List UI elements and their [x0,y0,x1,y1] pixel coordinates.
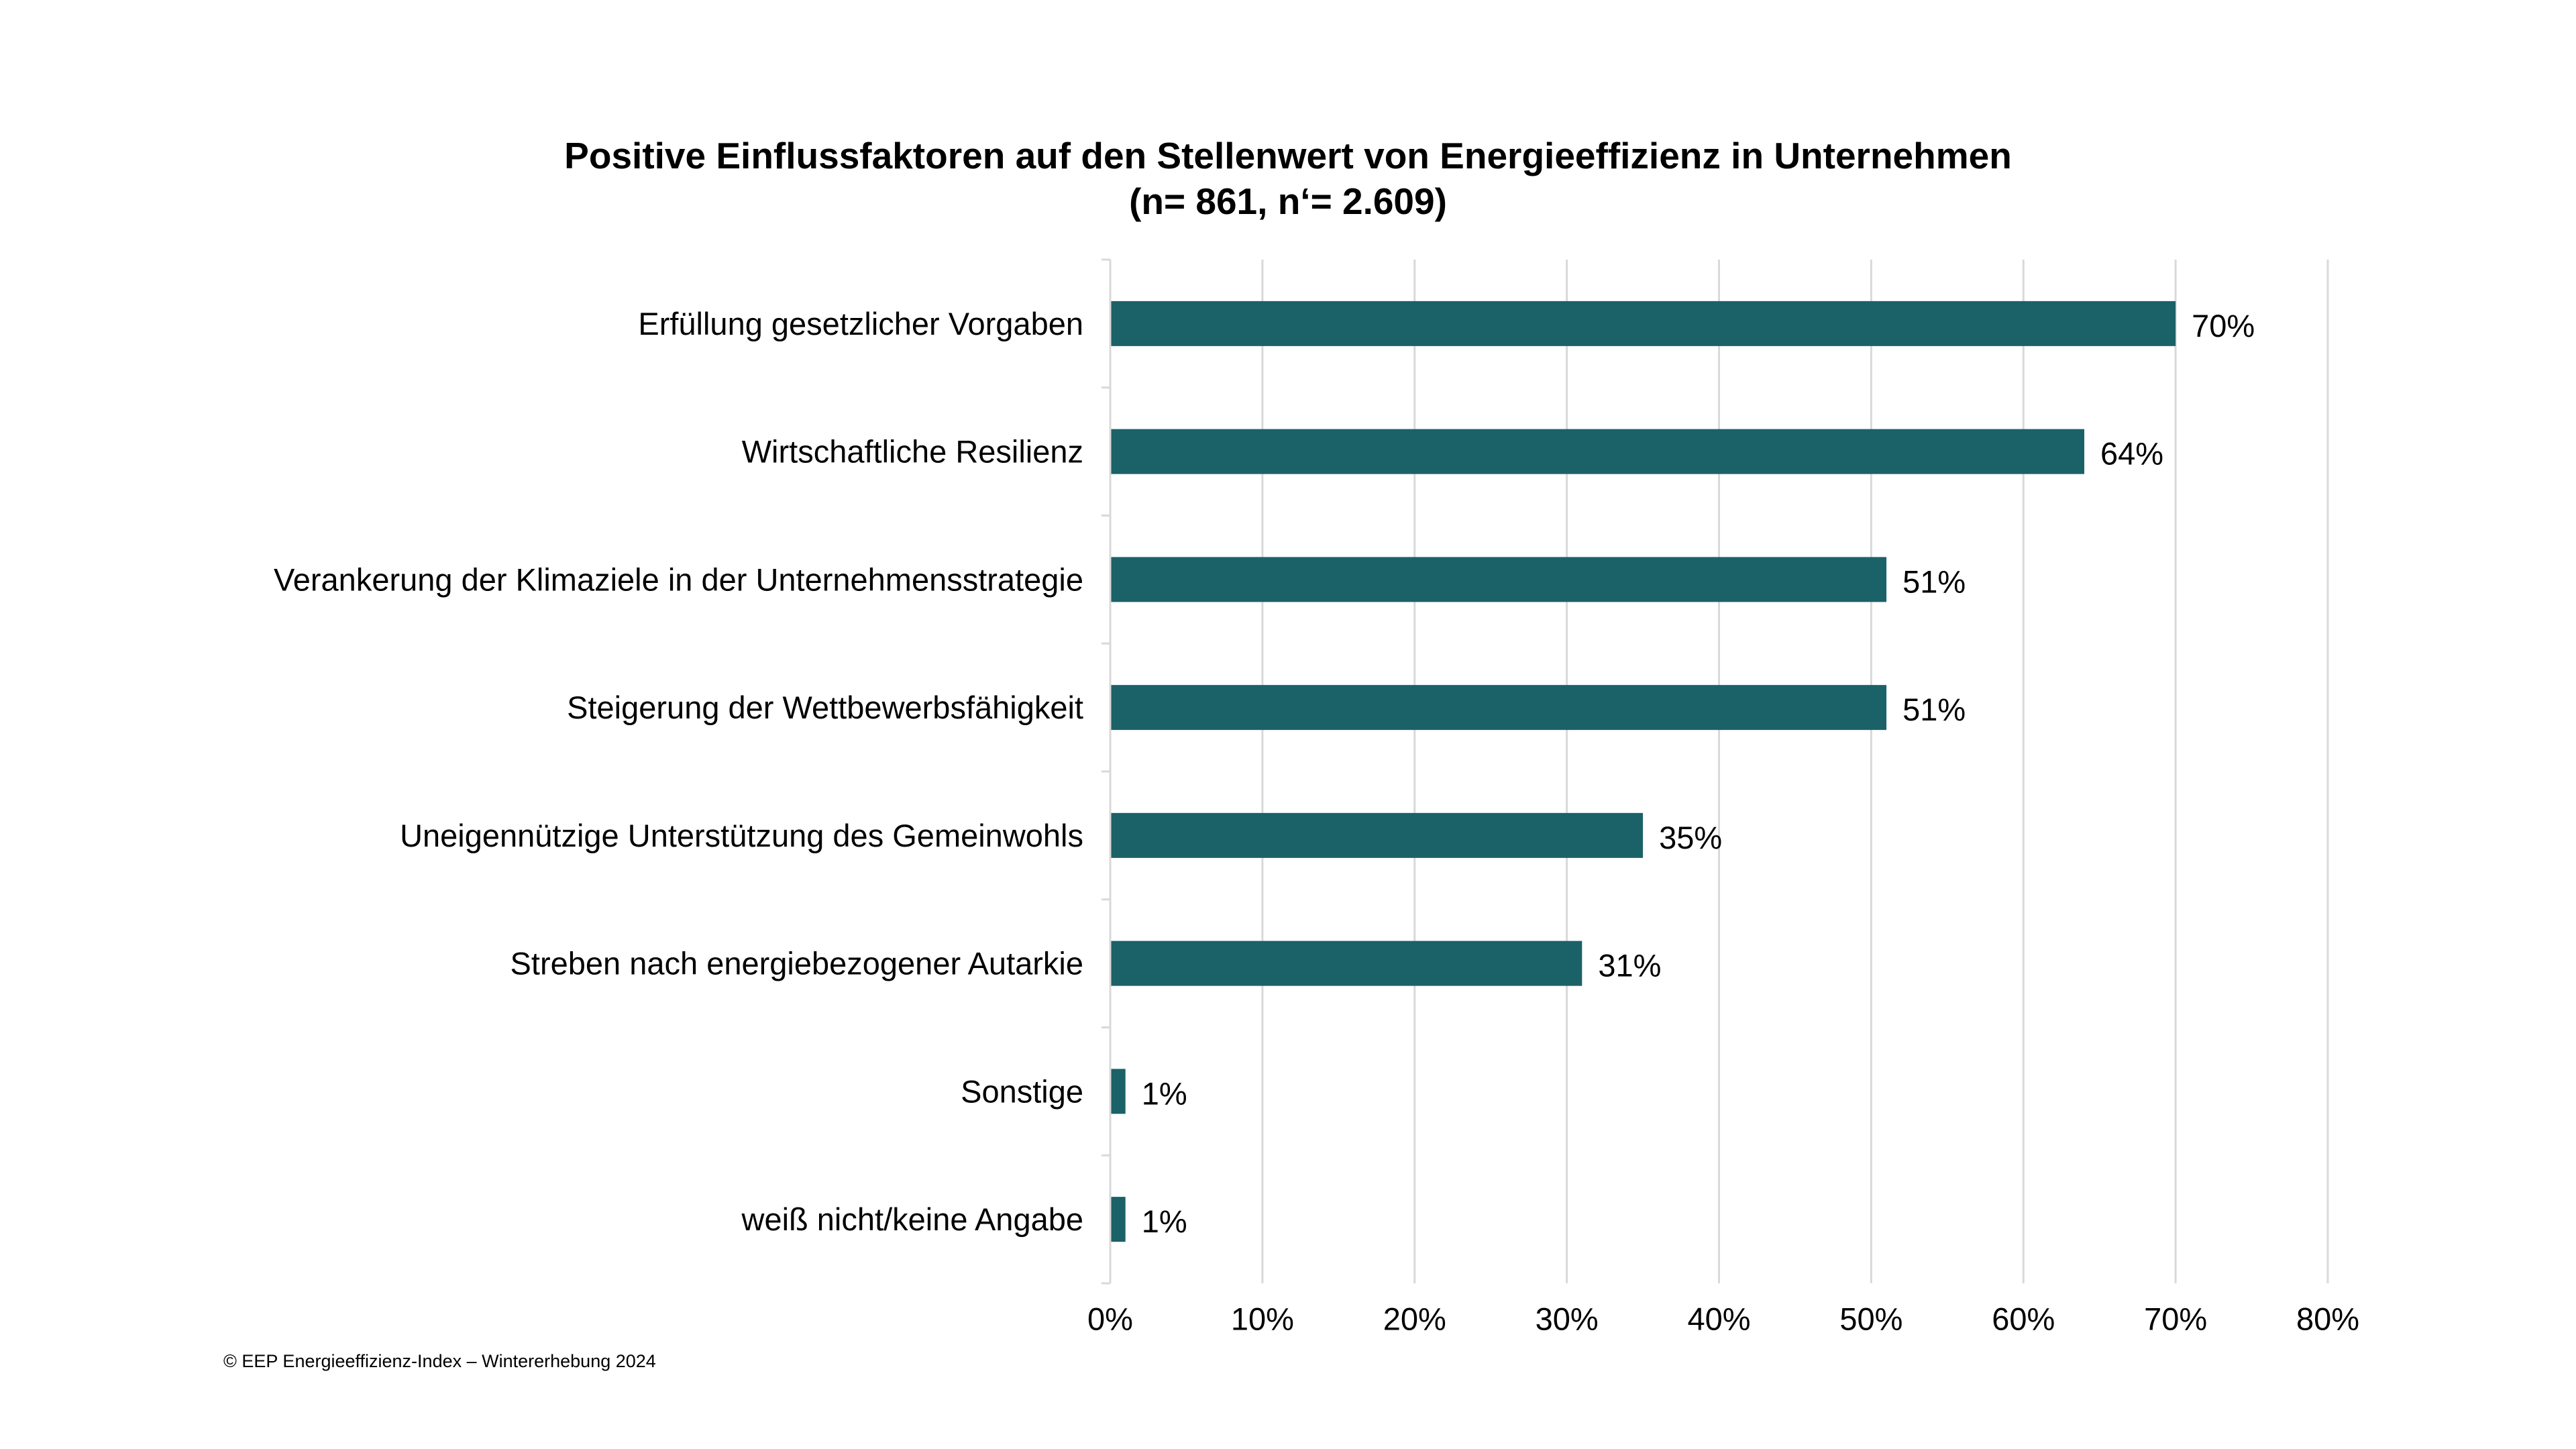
chart-title: Positive Einflussfaktoren auf den Stelle… [0,133,2576,224]
x-tick-label-80: 80% [2296,1301,2359,1337]
bar-2 [1111,429,2084,474]
category-label-4: Steigerung der Wettbewerbsfähigkeit [567,690,1083,725]
source-footer: © EEP Energieeffizienz-Index – Wintererh… [223,1351,656,1371]
data-label-4: 51% [1902,692,1966,727]
x-tick-label-70: 70% [2144,1301,2207,1337]
category-label-8: weiß nicht/keine Angabe [741,1201,1084,1237]
bar-1 [1111,301,2176,346]
data-label-8: 1% [1142,1203,1187,1239]
x-tick-label-60: 60% [1992,1301,2055,1337]
x-tick-label-0: 0% [1087,1301,1133,1337]
data-label-3: 51% [1902,564,1966,599]
category-label-5: Uneigennützige Unterstützung des Gemeinw… [400,818,1083,853]
category-label-7: Sonstige [961,1073,1083,1109]
bar-6 [1111,941,1582,986]
category-label-6: Streben nach energiebezogener Autarkie [511,946,1083,981]
data-label-7: 1% [1142,1075,1187,1111]
category-label-1: Erfüllung gesetzlicher Vorgaben [638,306,1083,341]
bar-8 [1111,1197,1126,1242]
chart-subtitle: (n= 861, n‘= 2.609) [1129,180,1447,222]
x-tick-label-50: 50% [1839,1301,1902,1337]
data-label-2: 64% [2100,436,2163,472]
bar-5 [1111,812,1644,858]
data-label-6: 31% [1598,948,1661,983]
x-tick-label-40: 40% [1687,1301,1750,1337]
bar-3 [1111,557,1887,602]
data-label-1: 70% [2192,308,2255,343]
x-tick-label-10: 10% [1231,1301,1294,1337]
category-label-2: Wirtschaftliche Resilienz [742,434,1083,470]
bar-4 [1111,685,1887,731]
bar-7 [1111,1069,1126,1114]
chart-title-main: Positive Einflussfaktoren auf den Stelle… [564,135,2012,176]
data-label-5: 35% [1659,820,1722,855]
x-tick-label-30: 30% [1536,1301,1599,1337]
x-tick-label-20: 20% [1383,1301,1446,1337]
category-label-3: Verankerung der Klimaziele in der Untern… [274,561,1083,597]
